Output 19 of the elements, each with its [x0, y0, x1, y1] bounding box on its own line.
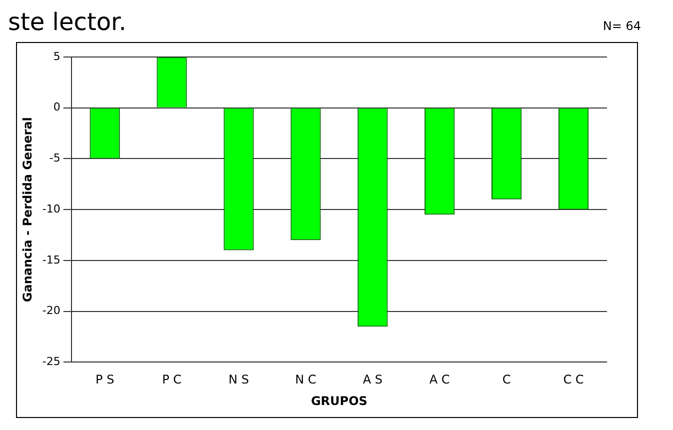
x-tick-label: N C	[295, 372, 316, 387]
y-tick-label: -5	[49, 152, 60, 165]
y-tick-label: -20	[42, 304, 60, 318]
text: N= 64	[602, 19, 641, 33]
x-tick-label: C	[502, 372, 511, 387]
y-tick-label: -15	[42, 253, 60, 266]
x-tick-label: C C	[563, 372, 584, 387]
x-axis-title: GRUPOS	[310, 394, 368, 408]
y-axis-title: Ganancia - Perdida General	[20, 117, 34, 302]
y-tick-label: -25	[42, 355, 60, 368]
y-tick-label: 0	[53, 100, 60, 114]
x-tick-label: N S	[228, 372, 249, 387]
x-tick-label: A C	[429, 372, 450, 387]
x-tick-label: P C	[162, 372, 182, 387]
y-tick-label: -10	[42, 202, 60, 216]
y-tick-label: 5	[53, 50, 60, 63]
x-tick-label: A S	[362, 372, 382, 387]
text: ste lector.	[8, 8, 126, 36]
x-tick-label: P S	[96, 372, 114, 387]
